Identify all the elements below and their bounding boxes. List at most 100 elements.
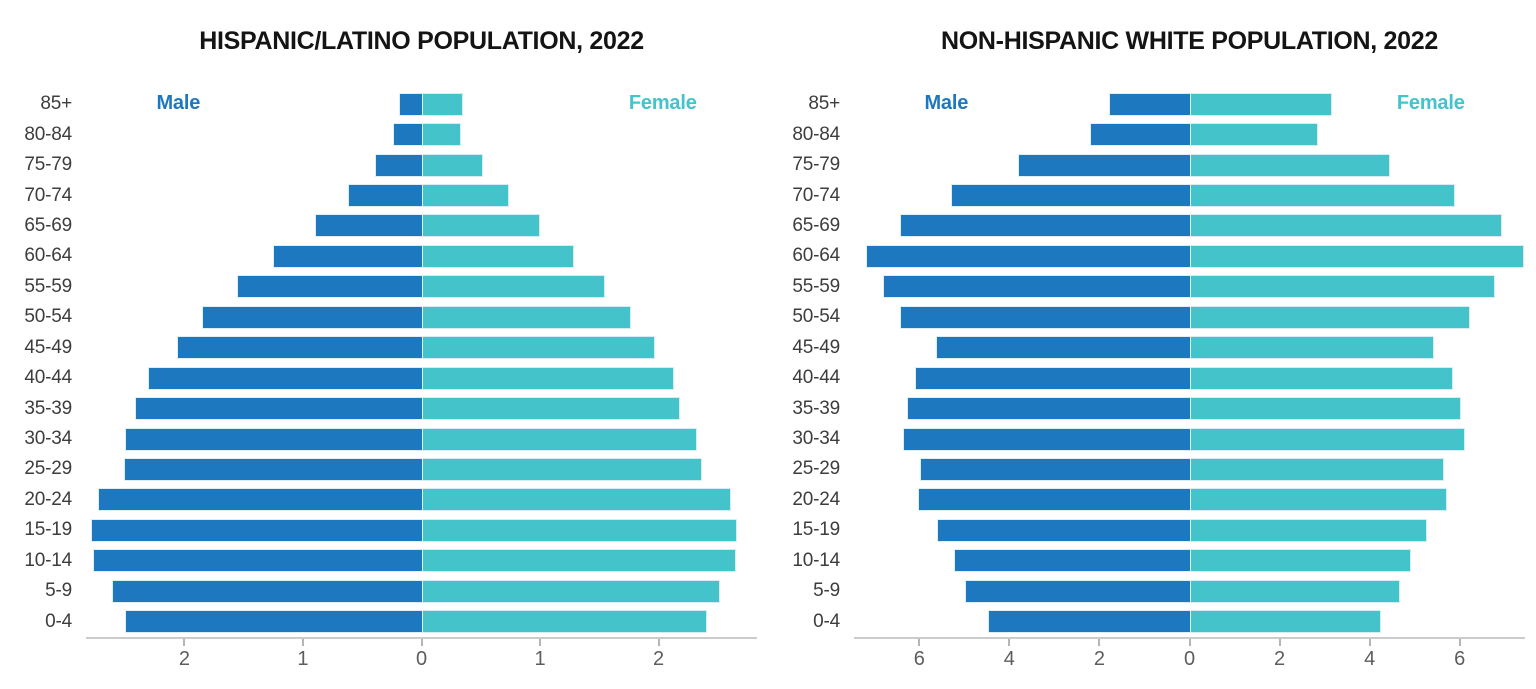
x-axis-ticks: 6 4 2 0 2 4 6 (854, 638, 1525, 679)
x-tick-label: 1 (297, 647, 309, 670)
x-tick-mark (657, 638, 660, 646)
age-label: 75-79 (24, 154, 72, 176)
male-bar (202, 305, 422, 329)
female-bar (1189, 457, 1444, 481)
age-label: 30-34 (792, 428, 840, 450)
male-bar (953, 549, 1190, 573)
female-bar (1189, 518, 1427, 542)
age-label: 50-54 (792, 306, 840, 328)
bar-row (86, 424, 757, 454)
age-label: 40-44 (24, 367, 72, 389)
x-tick-mark (1098, 638, 1101, 646)
age-label: 55-59 (792, 275, 840, 297)
x-tick-label: 2 (1093, 647, 1105, 670)
bar-row (86, 150, 757, 180)
age-label: 5-9 (45, 580, 72, 602)
bar-row (854, 180, 1525, 210)
male-bar (1017, 153, 1190, 177)
female-bar (421, 244, 575, 268)
female-bar (1189, 488, 1447, 512)
female-bar (1189, 366, 1454, 390)
bar-row (86, 333, 757, 363)
male-bar (273, 244, 422, 268)
x-tick-label: 2 (1274, 647, 1286, 670)
female-bar (1189, 549, 1412, 573)
x-tick-mark (539, 638, 542, 646)
x-axis-line (854, 636, 1525, 639)
x-tick-label: 0 (1183, 647, 1196, 670)
age-axis: 85+ 80-84 75-79 70-74 65-69 60-64 55-59 50-54 45… (0, 89, 86, 679)
x-tick-label: 4 (1003, 647, 1015, 670)
female-bar (1189, 244, 1524, 268)
bar-row (86, 393, 757, 423)
female-bar (1189, 427, 1466, 451)
female-bar (421, 184, 510, 207)
x-tick-mark (1368, 638, 1371, 646)
female-bar (1189, 305, 1470, 329)
male-bar (134, 397, 422, 421)
age-label: 15-19 (792, 519, 840, 541)
legend-male-label: Male (924, 92, 969, 114)
age-label: 80-84 (792, 123, 840, 145)
x-tick-label: 6 (1454, 647, 1466, 670)
male-bar (125, 610, 422, 634)
bar-row (854, 119, 1525, 149)
female-bar (1189, 123, 1318, 147)
male-bar (236, 275, 422, 299)
pyramid-plot: Male Female 6 4 2 0 2 4 6 (854, 89, 1525, 679)
age-label: 60-64 (792, 245, 840, 267)
age-label: 25-29 (24, 458, 72, 480)
bar-row (854, 546, 1525, 576)
age-label: 55-59 (24, 275, 72, 297)
bar-row (854, 576, 1525, 606)
female-bar (1189, 579, 1401, 603)
female-bar (421, 397, 680, 421)
female-bar (1189, 275, 1496, 299)
age-label: 50-54 (24, 306, 72, 328)
female-bar (421, 579, 721, 603)
male-bar (907, 397, 1190, 421)
age-label: 65-69 (24, 214, 72, 236)
male-bar (936, 336, 1190, 360)
age-label: 45-49 (792, 336, 840, 358)
bar-row (854, 211, 1525, 241)
bar-row (86, 272, 757, 302)
male-bar (177, 336, 422, 360)
bar-row (86, 606, 757, 636)
bar-row (854, 363, 1525, 393)
age-label: 60-64 (24, 245, 72, 267)
x-tick-label: 1 (534, 647, 546, 670)
age-label: 25-29 (792, 458, 840, 480)
male-bar (936, 518, 1190, 542)
male-bar (125, 427, 422, 451)
bar-row (854, 485, 1525, 515)
legend-female-label: Female (628, 92, 697, 114)
female-bar (421, 488, 731, 512)
x-tick-mark (1008, 638, 1011, 646)
female-bar (421, 275, 606, 299)
male-bar (123, 457, 422, 481)
bar-row (854, 150, 1525, 180)
male-bar (93, 549, 422, 573)
male-bar (866, 244, 1190, 268)
male-bar (900, 214, 1190, 238)
chart-title: NON-HISPANIC WHITE POPULATION, 2022 (941, 27, 1438, 55)
bar-row (86, 363, 757, 393)
x-axis-line (86, 636, 757, 639)
age-label: 45-49 (24, 336, 72, 358)
age-label: 5-9 (813, 580, 840, 602)
male-bar (883, 275, 1190, 299)
male-bar (398, 92, 422, 116)
age-label: 75-79 (792, 154, 840, 176)
female-bar (421, 336, 656, 360)
female-bar (421, 123, 461, 147)
male-bar (348, 184, 422, 207)
age-label: 35-39 (792, 397, 840, 419)
female-bar (421, 610, 708, 634)
bar-row (86, 454, 757, 484)
x-tick-mark (420, 638, 423, 646)
bar-row (86, 515, 757, 545)
male-bar (97, 488, 422, 512)
bar-row (86, 241, 757, 271)
female-bar (1189, 610, 1381, 634)
